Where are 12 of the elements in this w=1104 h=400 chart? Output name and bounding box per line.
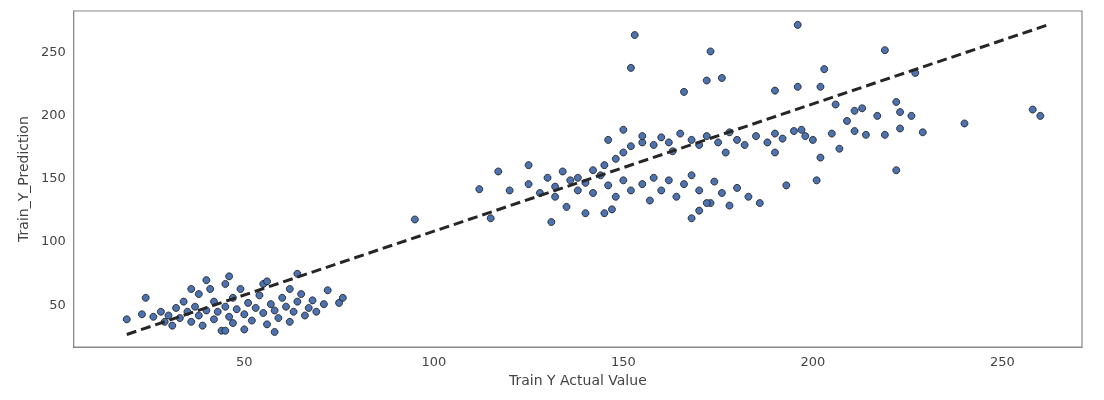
y-tick-label: 200: [40, 107, 66, 123]
x-tick-label: 200: [800, 354, 826, 370]
y-tick-label: 250: [40, 43, 66, 59]
y-tick-label: 50: [49, 296, 66, 312]
x-tick-label: 250: [989, 354, 1015, 370]
x-tick-label: 150: [610, 354, 636, 370]
y-tick-label: 150: [40, 170, 66, 186]
x-tick-label: 50: [236, 354, 253, 370]
x-axis-title: Train Y Actual Value: [507, 372, 647, 388]
y-axis-title: Train_Y_Prediction: [15, 116, 31, 243]
x-tick-label: 100: [421, 354, 447, 370]
y-tick-label: 100: [40, 233, 66, 249]
